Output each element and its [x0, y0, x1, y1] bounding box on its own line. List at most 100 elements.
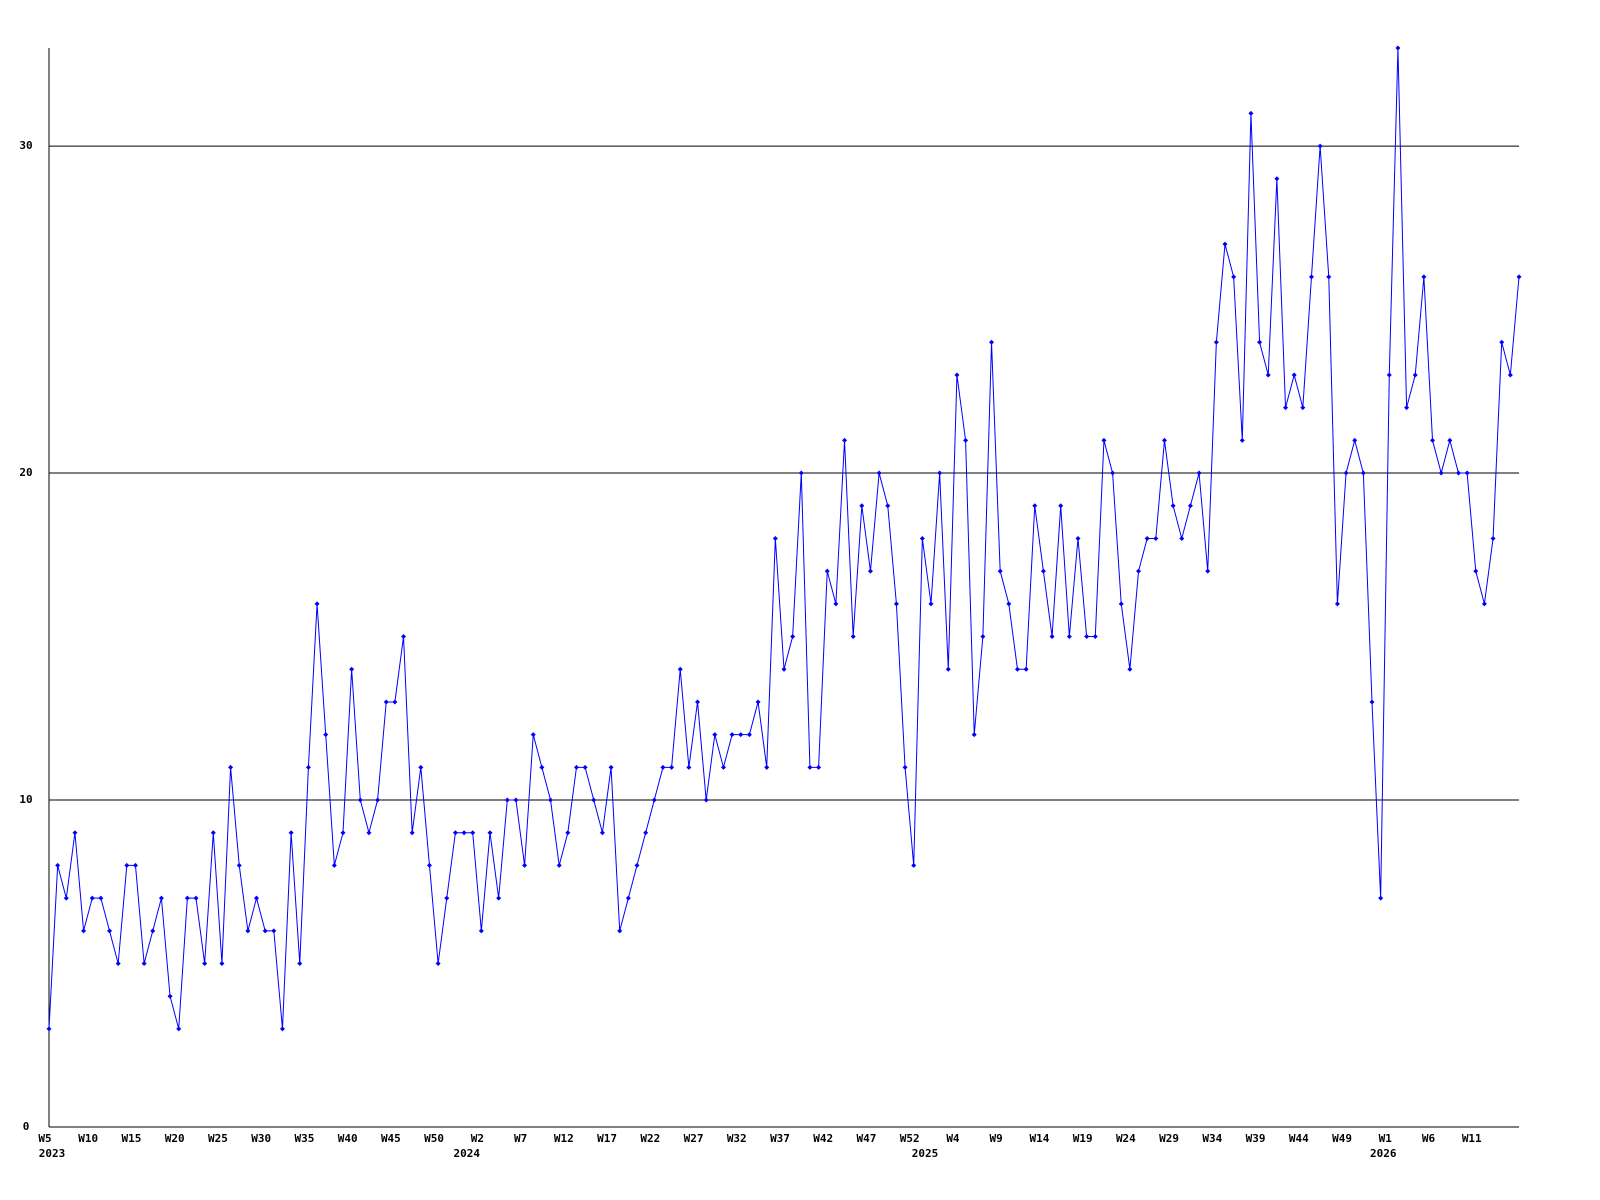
point [1248, 110, 1254, 116]
point [141, 961, 147, 967]
point [1058, 503, 1064, 509]
point [1386, 372, 1392, 378]
point [426, 862, 432, 868]
point [798, 470, 804, 476]
point [1308, 274, 1314, 280]
x-tick-label: W19 [1073, 1132, 1093, 1145]
x-tick-label: W27 [684, 1132, 704, 1145]
point [262, 928, 268, 934]
point [418, 764, 424, 770]
point [1075, 535, 1081, 541]
point [842, 437, 848, 443]
point [349, 666, 355, 672]
point [167, 993, 173, 999]
point [790, 634, 796, 640]
point [452, 830, 458, 836]
point [1291, 372, 1297, 378]
x-tick-label: W45 [381, 1132, 401, 1145]
point [383, 699, 389, 705]
point [1481, 601, 1487, 607]
x-tick-label: W34 [1202, 1132, 1222, 1145]
point [176, 1026, 182, 1032]
x-tick-label: W6 [1422, 1132, 1436, 1145]
point [530, 732, 536, 738]
point [1170, 503, 1176, 509]
point [573, 764, 579, 770]
point [703, 797, 709, 803]
point [608, 764, 614, 770]
point [746, 732, 752, 738]
x-tick-label: W42 [813, 1132, 833, 1145]
point [1136, 568, 1142, 574]
point [366, 830, 372, 836]
y-tick-label: 10 [19, 793, 32, 806]
x-tick-label: W17 [597, 1132, 617, 1145]
point [72, 830, 78, 836]
point [1378, 895, 1384, 901]
point [643, 830, 649, 836]
point [1239, 437, 1245, 443]
point [850, 634, 856, 640]
point [712, 732, 718, 738]
x-tick-label: W32 [727, 1132, 747, 1145]
point [660, 764, 666, 770]
x-tick-label: W15 [122, 1132, 142, 1145]
point [1447, 437, 1453, 443]
point [755, 699, 761, 705]
x-tick-label: W37 [770, 1132, 790, 1145]
point [1049, 634, 1055, 640]
point [1430, 437, 1436, 443]
point [1161, 437, 1167, 443]
point [89, 895, 95, 901]
point [210, 830, 216, 836]
point [1360, 470, 1366, 476]
point [1283, 405, 1289, 411]
point [1127, 666, 1133, 672]
point [314, 601, 320, 607]
point [1464, 470, 1470, 476]
point [1032, 503, 1038, 509]
x-tick-label: W35 [294, 1132, 314, 1145]
point [1213, 339, 1219, 345]
x-tick-label: W5 [38, 1132, 51, 1145]
point [401, 634, 407, 640]
point [124, 862, 130, 868]
point [781, 666, 787, 672]
x-tick-label: W2 [471, 1132, 484, 1145]
x-tick-label: W47 [857, 1132, 877, 1145]
x-tick-label: W22 [640, 1132, 660, 1145]
point [1196, 470, 1202, 476]
x-tick-label: W10 [78, 1132, 98, 1145]
point [409, 830, 415, 836]
x-tick-label: W29 [1159, 1132, 1179, 1145]
point [1490, 535, 1496, 541]
point [107, 928, 113, 934]
point [928, 601, 934, 607]
point [548, 797, 554, 803]
point [158, 895, 164, 901]
point [98, 895, 104, 901]
point [254, 895, 260, 901]
point [980, 634, 986, 640]
point [729, 732, 735, 738]
point [470, 830, 476, 836]
x-tick-label: W1 [1379, 1132, 1393, 1145]
point [738, 732, 744, 738]
point [954, 372, 960, 378]
x-tick-label: W12 [554, 1132, 574, 1145]
point [1334, 601, 1340, 607]
point [46, 1026, 52, 1032]
point [1369, 699, 1375, 705]
x-tick-label: W20 [165, 1132, 185, 1145]
point [513, 797, 519, 803]
point [1265, 372, 1271, 378]
x-tick-label: W11 [1462, 1132, 1482, 1145]
point [288, 830, 294, 836]
point [997, 568, 1003, 574]
point [461, 830, 467, 836]
point [435, 961, 441, 967]
point [1110, 470, 1116, 476]
point [81, 928, 87, 934]
point [1023, 666, 1029, 672]
